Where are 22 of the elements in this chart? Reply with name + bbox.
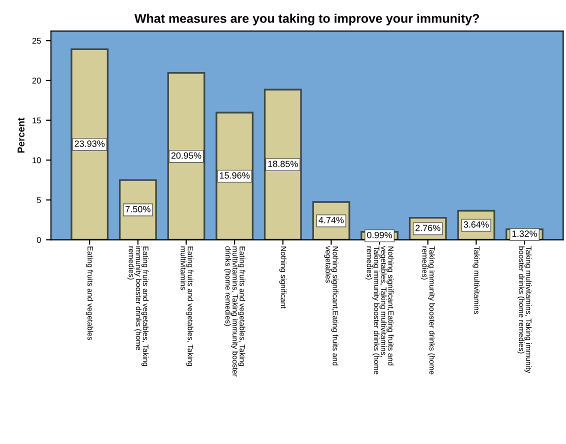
bar (70, 48, 109, 240)
data-label: 0.99% (367, 232, 392, 238)
y-tick-label: 15 (32, 118, 41, 124)
data-label: 2.76% (416, 224, 440, 232)
bar (167, 72, 206, 240)
data-label: 3.64% (464, 221, 489, 228)
chart-title: What measures are you taking to improve your immunity? (134, 14, 479, 26)
data-label: 1.32% (512, 230, 537, 237)
y-tick-label: 20 (32, 78, 41, 84)
data-label: 18.85% (268, 160, 298, 168)
y-tick-label: 5 (36, 197, 41, 204)
y-tick-label: 10 (32, 157, 41, 164)
data-label: 20.95% (171, 152, 202, 159)
data-label: 7.50% (126, 206, 150, 212)
data-label: 15.96% (220, 172, 250, 179)
y-axis-title: Percent (18, 118, 24, 153)
data-label: 23.93% (74, 140, 105, 147)
y-tick-label: 0 (36, 236, 41, 243)
bar (264, 88, 302, 240)
bar (216, 112, 254, 240)
data-label: 4.74% (318, 216, 344, 224)
y-tick-label: 25 (32, 38, 41, 44)
